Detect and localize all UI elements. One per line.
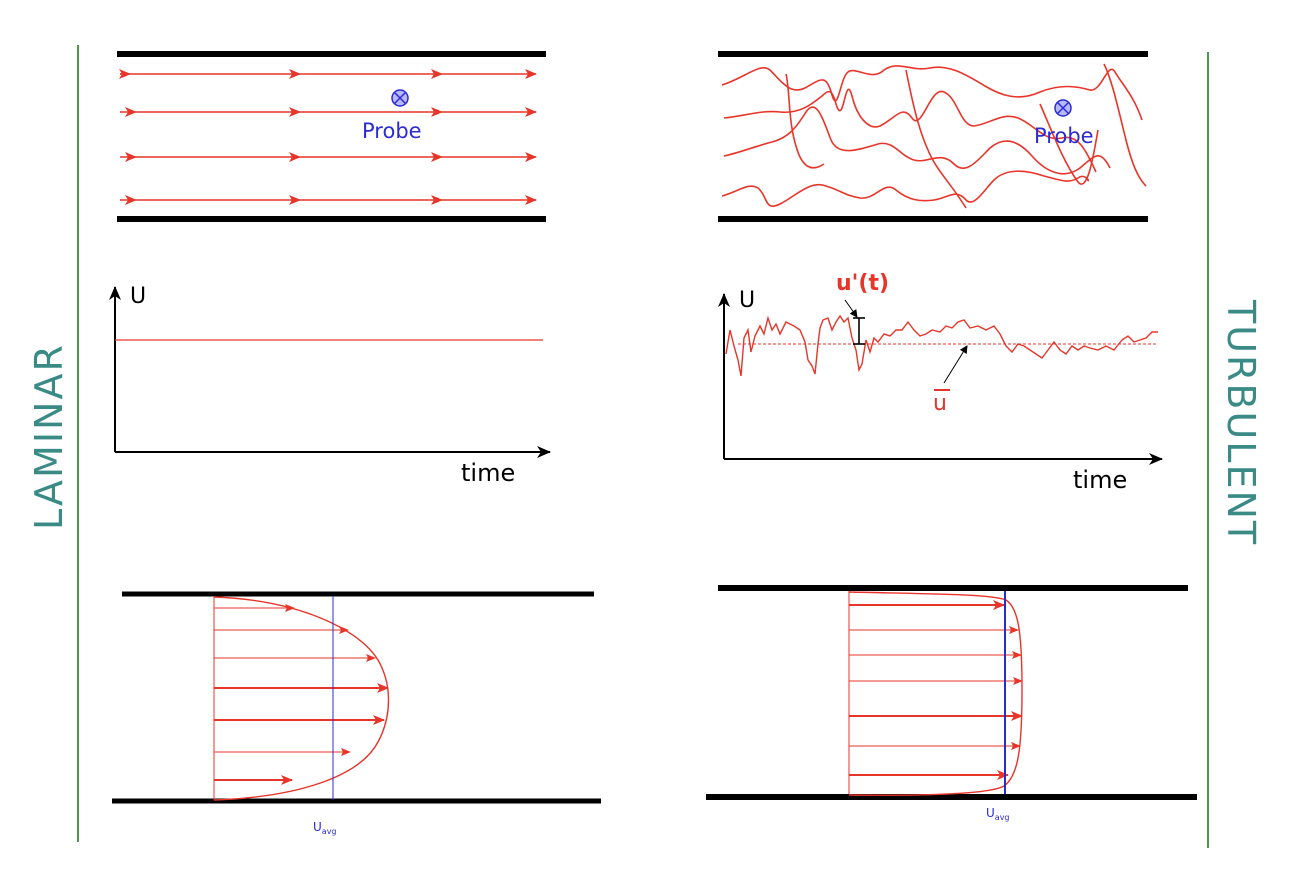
axis-u-label: U bbox=[739, 288, 755, 313]
fluctuation-label: u'(t) bbox=[836, 271, 889, 296]
probe-icon bbox=[1054, 99, 1072, 117]
mean-pointer-arrow bbox=[943, 345, 968, 384]
parabolic-profile-curve bbox=[213, 596, 390, 801]
fluctuating-velocity-signal bbox=[725, 314, 1158, 377]
laminar-pipe: Probe bbox=[117, 51, 546, 222]
probe-label: Probe bbox=[1034, 124, 1094, 148]
laminar-velocity-profile: Uavg bbox=[112, 591, 601, 836]
u-avg-label: Uavg bbox=[313, 820, 337, 836]
axis-time-label: time bbox=[1073, 466, 1127, 494]
laminar-velocity-time-plot: U time bbox=[109, 284, 551, 487]
u-avg-label: Uavg bbox=[986, 806, 1010, 822]
turbulent-streamlines bbox=[721, 63, 1147, 209]
turbulent-label: TURBULENT bbox=[1219, 299, 1263, 546]
laminar-streamlines bbox=[119, 69, 537, 205]
fluctuation-amplitude-marker bbox=[853, 317, 865, 345]
axis-time-label: time bbox=[461, 459, 515, 487]
turbulent-velocity-time-plot: u'(t) u U time bbox=[718, 271, 1163, 494]
profile-vectors bbox=[849, 600, 1023, 780]
fluctuation-pointer-arrow bbox=[844, 299, 858, 318]
probe-icon bbox=[391, 89, 409, 107]
laminar-label: LAMINAR bbox=[27, 343, 71, 530]
turbulent-pipe: Probe bbox=[718, 51, 1148, 222]
mean-label: u bbox=[933, 391, 947, 416]
probe-label: Probe bbox=[362, 119, 422, 143]
profile-vectors bbox=[214, 604, 389, 785]
flat-profile-curve bbox=[848, 591, 1023, 796]
turbulent-velocity-profile: Uavg bbox=[706, 585, 1197, 822]
axis-u-label: U bbox=[130, 284, 146, 309]
